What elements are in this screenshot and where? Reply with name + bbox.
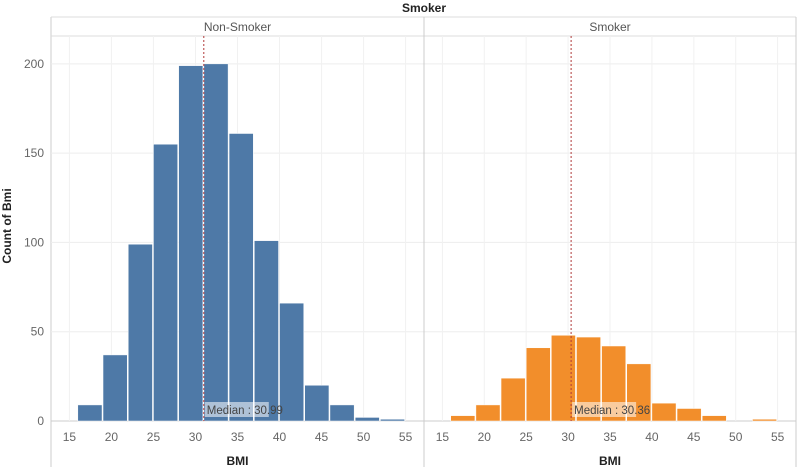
panel-header: Smoker [589, 20, 630, 34]
histogram-bar [153, 143, 178, 422]
y-axis-title: Count of Bmi [0, 188, 14, 263]
histogram-bar [475, 404, 501, 422]
median-label: Median : 30.36 [574, 405, 650, 417]
x-tick-label: 20 [105, 430, 119, 444]
x-tick-label: 45 [687, 430, 701, 444]
median-label-bg [204, 402, 269, 417]
x-tick-label: 15 [436, 430, 450, 444]
histogram-bar [380, 418, 405, 422]
chart-title: Smoker [402, 1, 446, 15]
x-axis-title: BMI [599, 454, 621, 467]
panel-header: Non-Smoker [204, 20, 271, 34]
x-tick-label: 50 [357, 430, 371, 444]
histogram-bar [551, 335, 576, 422]
histogram-bar [102, 354, 128, 422]
histogram-bar [752, 418, 777, 422]
x-tick-label: 55 [771, 430, 785, 444]
histogram-bar [254, 240, 279, 422]
histogram-bar [127, 243, 153, 422]
histogram-bar [279, 302, 304, 422]
y-tick-label: 150 [24, 146, 44, 160]
y-tick-label: 50 [31, 325, 45, 339]
y-tick-label: 200 [24, 57, 44, 71]
x-axis-title: BMI [227, 454, 249, 467]
x-tick-label: 35 [231, 430, 245, 444]
x-tick-label: 50 [729, 430, 743, 444]
histogram-bar [651, 402, 677, 422]
x-tick-label: 35 [603, 430, 617, 444]
x-tick-label: 15 [63, 430, 77, 444]
histogram-bar [77, 404, 103, 422]
histogram-bar [450, 415, 476, 422]
histogram-bar [354, 417, 380, 422]
x-tick-label: 40 [645, 430, 659, 444]
x-tick-label: 30 [561, 430, 575, 444]
histogram-bar [228, 133, 254, 422]
histogram-bar [676, 408, 702, 422]
median-label: Median : 30.99 [207, 405, 283, 417]
median-label-bg [572, 402, 637, 417]
x-tick-label: 25 [147, 430, 161, 444]
x-tick-label: 25 [520, 430, 534, 444]
x-tick-label: 20 [478, 430, 492, 444]
x-tick-label: 40 [273, 430, 287, 444]
histogram-bar [178, 65, 204, 422]
histogram-bar [525, 347, 551, 422]
x-tick-label: 30 [189, 430, 203, 444]
y-tick-label: 100 [24, 235, 44, 249]
x-tick-label: 45 [315, 430, 329, 444]
histogram-bar [500, 377, 526, 422]
panels-group: 0 50 100 150 200 Non-Smoker 15 20 25 30 35 40 45 50 55… [24, 16, 797, 468]
histogram-bar [304, 385, 330, 422]
histogram-bar [203, 63, 229, 422]
histogram-bar [329, 404, 355, 422]
x-tick-label: 55 [399, 430, 413, 444]
y-tick-label: 0 [37, 414, 44, 428]
histogram-bar [701, 415, 727, 422]
